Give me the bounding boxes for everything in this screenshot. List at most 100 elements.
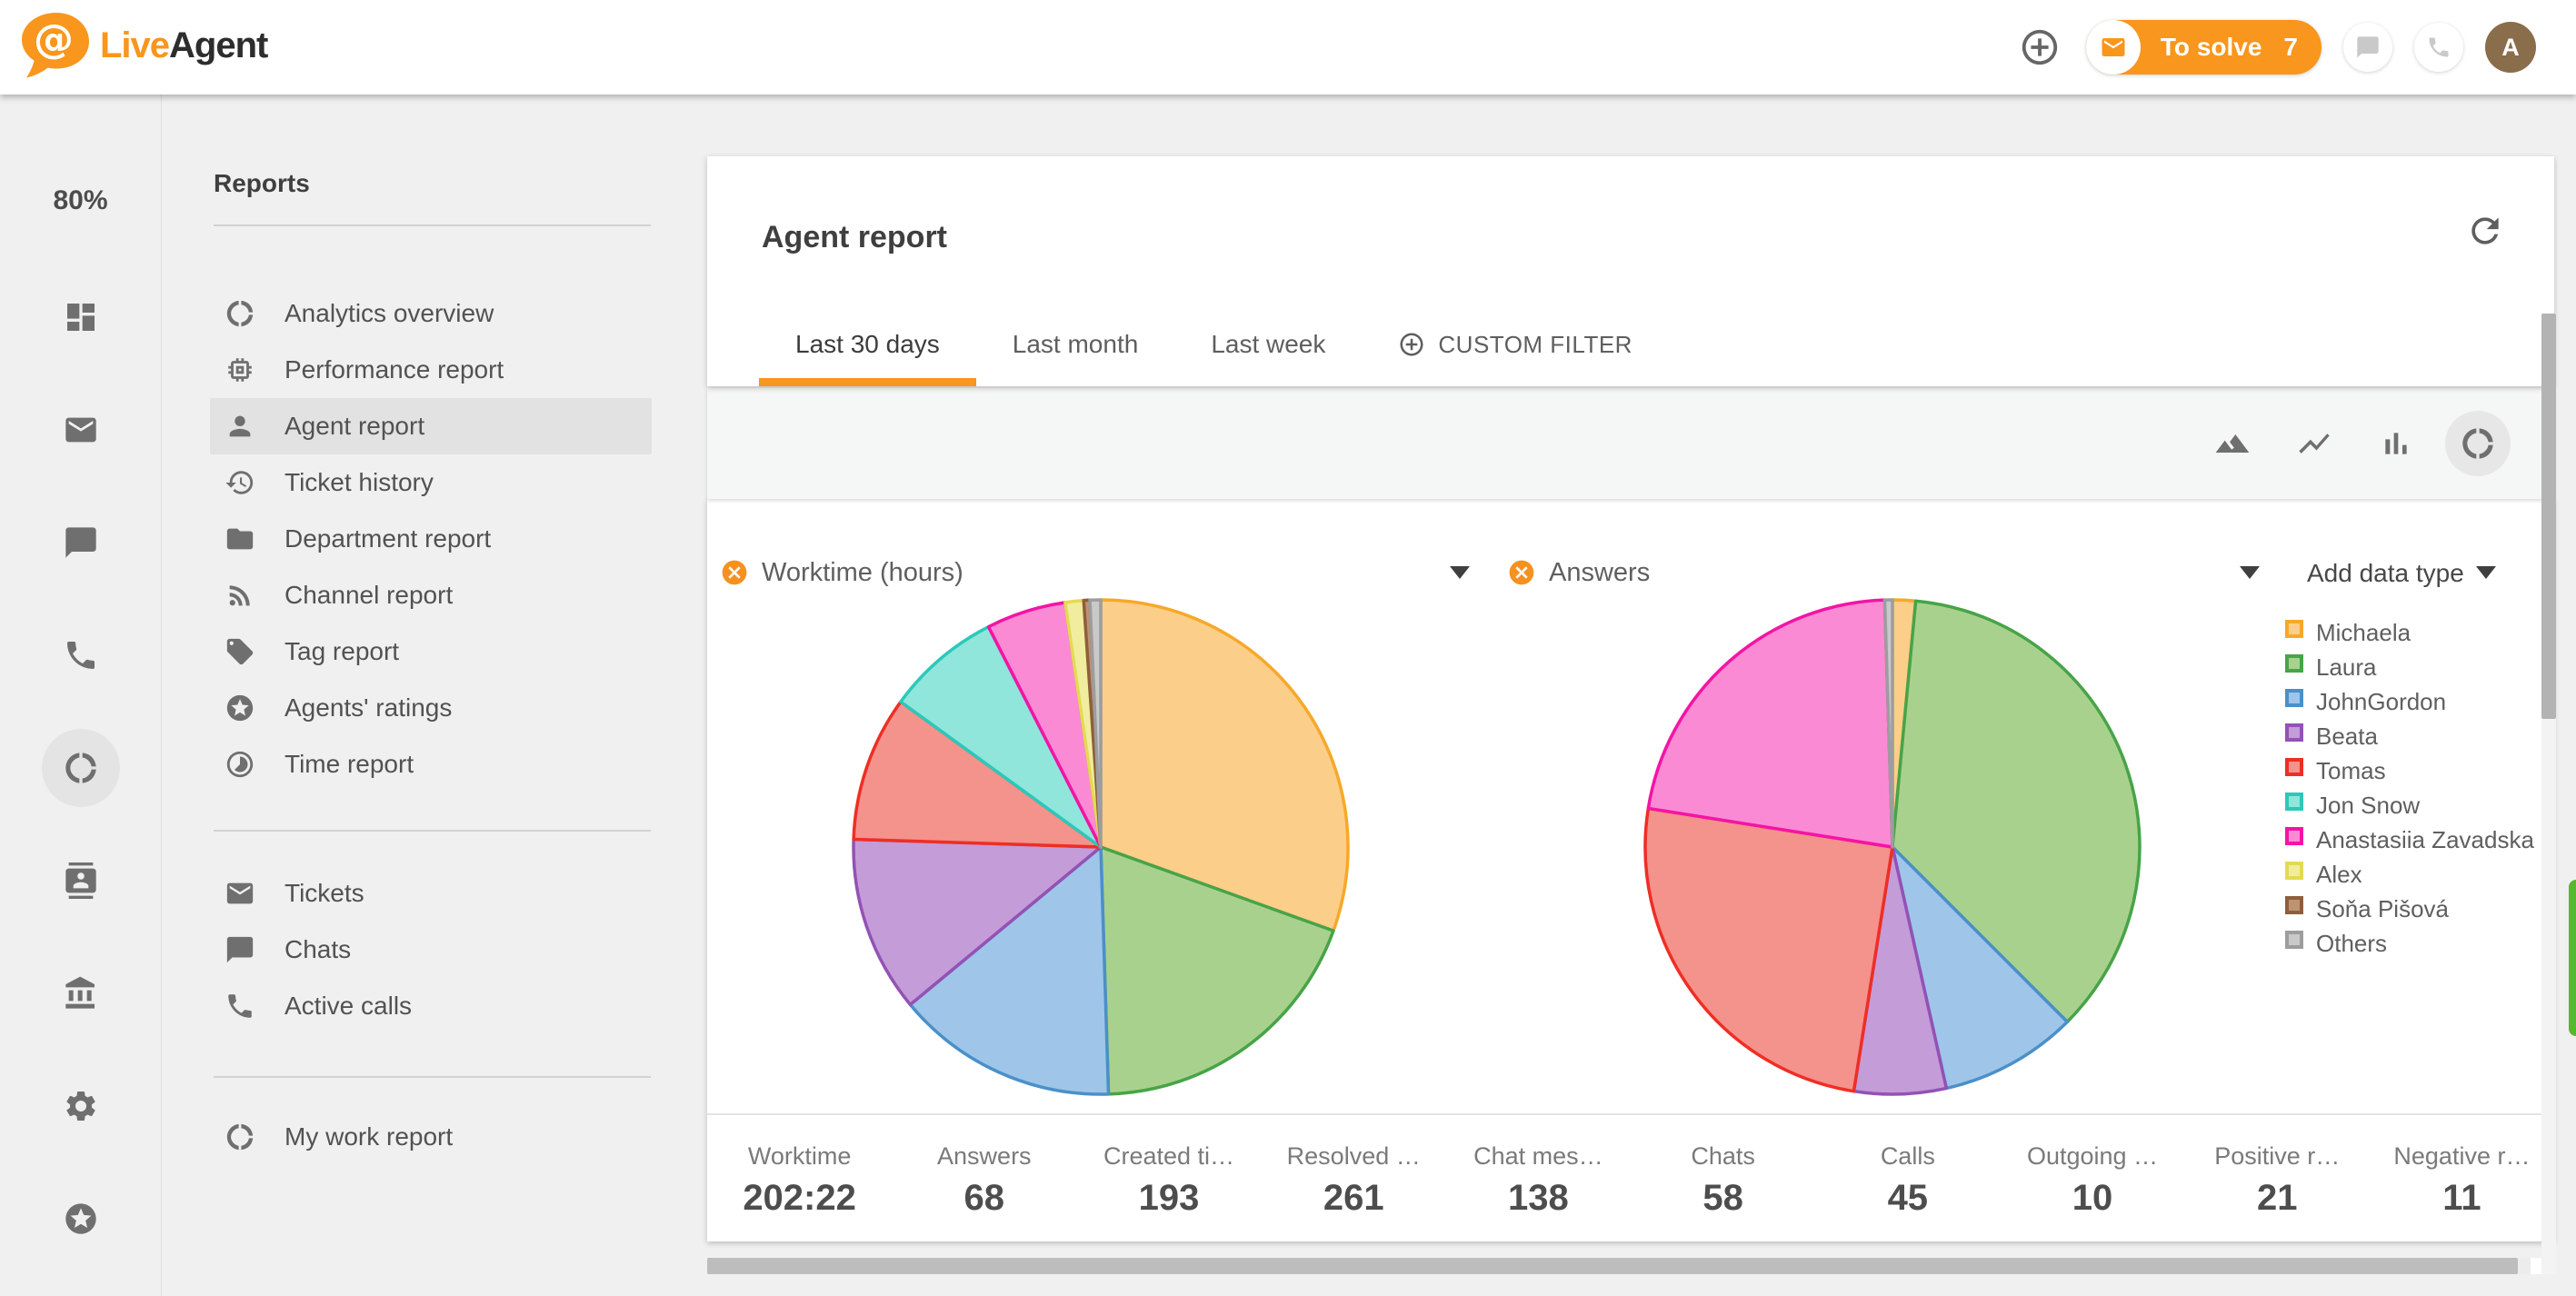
sidebar-item-agents-ratings[interactable]: Agents' ratings (210, 680, 652, 736)
legend-item-tomas[interactable]: Tomas (2285, 753, 2544, 788)
sidebar-item-performance-report[interactable]: Performance report (210, 342, 652, 398)
chart-type-pie-chart[interactable] (2445, 411, 2511, 476)
sidebar-title: Reports (214, 169, 310, 197)
sidebar-item-label: Agents' ratings (285, 693, 453, 722)
liveagent-logo[interactable]: @ LiveAgent (18, 11, 268, 80)
main-area: Agent report Last 30 days Last month Last … (705, 95, 2576, 1296)
sidebar-footer-list: My work report (163, 1109, 705, 1165)
stat-value: 138 (1508, 1178, 1569, 1218)
sidebar-item-label: Performance report (285, 355, 504, 384)
add-button[interactable] (2014, 23, 2064, 72)
legend-item-alex[interactable]: Alex (2285, 857, 2544, 892)
legend-item-jon-snow[interactable]: Jon Snow (2285, 788, 2544, 822)
answers-chart-title: Answers (1549, 557, 1651, 587)
sidebar-item-time-report[interactable]: Time report (210, 736, 652, 793)
rail-item-ratings[interactable] (42, 1180, 120, 1258)
legend-item-so-a-pi-ov[interactable]: Soňa Pišová (2285, 892, 2544, 926)
legend-item-others[interactable]: Others (2285, 926, 2544, 961)
tab-last-week[interactable]: Last week (1211, 330, 1326, 358)
horizontal-scrollbar-thumb[interactable] (707, 1258, 2518, 1274)
rail-item-bank[interactable] (42, 954, 120, 1032)
rail-item-donut[interactable] (41, 729, 120, 807)
pie-slice-laura[interactable] (1099, 845, 1335, 1096)
rail-item-contacts[interactable] (42, 842, 120, 920)
stat-label: Negative r… (2393, 1142, 2531, 1170)
sidebar-item-my-work-report[interactable]: My work report (210, 1109, 652, 1165)
legend-label: Michaela (2316, 619, 2411, 646)
phone-icon (63, 637, 99, 673)
stat-created-ti: Created ti… 193 (1076, 1115, 1261, 1241)
chart-type-area-chart[interactable] (2200, 411, 2265, 476)
answers-dropdown-arrow-icon[interactable] (2240, 566, 2260, 579)
pie-slice-jon-snow[interactable] (899, 624, 1103, 849)
legend-swatch (2285, 620, 2303, 638)
to-solve-label: To solve (2160, 33, 2262, 61)
sidebar-item-channel-report[interactable]: Channel report (210, 567, 652, 623)
sidebar-item-chats[interactable]: Chats (210, 922, 652, 978)
stat-label: Calls (1880, 1142, 1935, 1170)
rail-item-phone[interactable] (42, 616, 120, 694)
remove-answers-button[interactable] (1507, 558, 1536, 587)
calls-button[interactable] (2414, 23, 2463, 72)
pie-slice-others[interactable] (1088, 598, 1103, 849)
legend-item-johngordon[interactable]: JohnGordon (2285, 684, 2544, 719)
chart-type-bar-chart[interactable] (2363, 411, 2429, 476)
to-solve-button[interactable]: To solve 7 (2085, 20, 2321, 75)
rail-item-chat[interactable] (42, 503, 120, 582)
sidebar-item-active-calls[interactable]: Active calls (210, 978, 652, 1034)
person-icon (225, 411, 255, 442)
answers-pie-chart[interactable] (1635, 590, 2150, 1104)
sidebar-item-agent-report[interactable]: Agent report (210, 398, 652, 454)
pie-slice-michaela[interactable] (1099, 598, 1350, 932)
legend-item-laura[interactable]: Laura (2285, 650, 2544, 684)
legend-item-beata[interactable]: Beata (2285, 719, 2544, 753)
tab-last-30-days[interactable]: Last 30 days (759, 303, 976, 386)
sidebar-item-tickets[interactable]: Tickets (210, 865, 652, 922)
pie-slice-anastasiia-zavadska[interactable] (1646, 598, 1894, 849)
history-icon (225, 467, 255, 498)
tab-custom-filter[interactable]: CUSTOM FILTER (1362, 303, 1669, 386)
worktime-chart-title: Worktime (hours) (762, 557, 964, 587)
add-data-type-arrow-icon[interactable] (2476, 566, 2496, 579)
divider (214, 830, 651, 832)
pie-slice-tomas[interactable] (852, 700, 1103, 849)
add-data-type-button[interactable]: Add data type (2307, 559, 2464, 587)
pie-slice-tomas[interactable] (1643, 806, 1894, 1093)
stat-answers: Answers 68 (892, 1115, 1076, 1241)
tag-icon (225, 636, 255, 667)
refresh-button[interactable] (2463, 209, 2507, 253)
legend-item-michaela[interactable]: Michaela (2285, 615, 2544, 650)
user-avatar[interactable]: A (2485, 22, 2536, 73)
charts-card: Worktime (hours) Answers Add data type M… (707, 499, 2554, 1241)
worktime-dropdown-arrow-icon[interactable] (1450, 566, 1470, 579)
sidebar-item-analytics-overview[interactable]: Analytics overview (210, 285, 652, 342)
agents-legend: Michaela Laura JohnGordon Beata Tomas Jo… (2285, 615, 2544, 961)
chart-type-line-chart[interactable] (2281, 411, 2347, 476)
worktime-chart-header: Worktime (hours) (720, 553, 964, 592)
pie-slice-johngordon[interactable] (1891, 845, 2070, 1091)
timelapse-icon (225, 749, 255, 780)
folder-icon (225, 523, 255, 554)
rail-item-dashboard[interactable] (42, 278, 120, 356)
sidebar-item-tag-report[interactable]: Tag report (210, 623, 652, 680)
rail-item-mail[interactable] (42, 391, 120, 469)
pie-slice-others[interactable] (1882, 598, 1894, 849)
sidebar-item-ticket-history[interactable]: Ticket history (210, 454, 652, 511)
sidebar-item-label: Agent report (285, 412, 425, 440)
legend-item-anastasiia-zavadska[interactable]: Anastasiia Zavadska (2285, 822, 2544, 857)
vertical-scrollbar-thumb[interactable] (2541, 314, 2556, 719)
chats-button[interactable] (2343, 23, 2392, 72)
worktime-pie-chart[interactable] (844, 590, 1358, 1104)
envelope-icon (2085, 20, 2141, 75)
tab-last-month[interactable]: Last month (1012, 330, 1139, 358)
legend-swatch (2285, 827, 2303, 845)
sidebar-item-department-report[interactable]: Department report (210, 511, 652, 567)
pie-slice-beata[interactable] (852, 837, 1103, 1007)
rail-item-settings[interactable] (42, 1067, 120, 1145)
remove-worktime-button[interactable] (720, 558, 749, 587)
chat-widget-sliver[interactable] (2569, 880, 2576, 1036)
legend-label: Jon Snow (2316, 792, 2421, 819)
pie-slice-laura[interactable] (1891, 599, 2142, 1024)
pie-slice-johngordon[interactable] (908, 845, 1111, 1096)
stat-label: Chat mes… (1473, 1142, 1603, 1170)
